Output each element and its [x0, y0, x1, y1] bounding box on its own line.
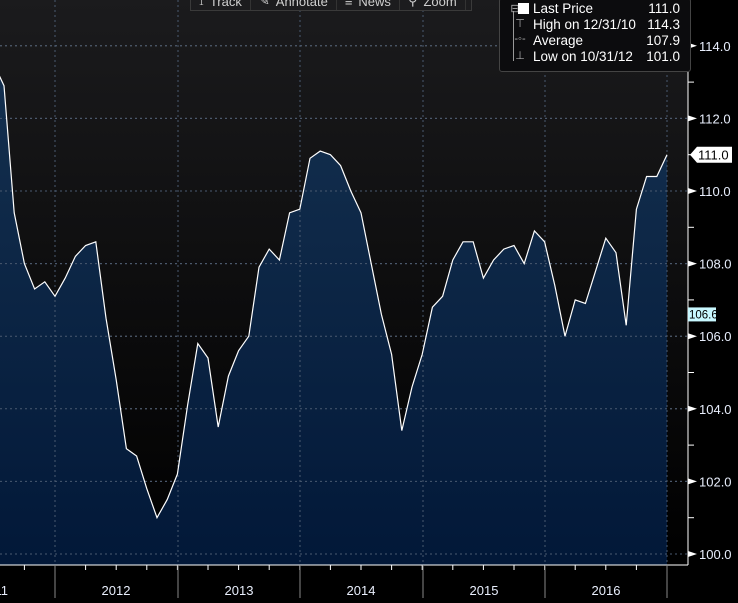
y-tick-label: 100.0 — [699, 547, 732, 562]
annotate-button[interactable]: ✎ Annotate — [251, 0, 337, 10]
zoom-icon: ⚲ — [407, 0, 418, 8]
legend-low[interactable]: Low on 10/31/12 101.0 — [533, 49, 680, 64]
y-tick-label: 104.0 — [699, 402, 732, 417]
news-button[interactable]: ≡ News — [337, 0, 400, 10]
x-tick-label: 2016 — [592, 583, 621, 598]
last-price-swatch — [518, 3, 529, 14]
y-tick-marker — [688, 333, 697, 340]
y-tick-label: 106.0 — [699, 329, 732, 344]
annotate-icon: ✎ — [258, 0, 270, 8]
legend-average[interactable]: Average 107.9 — [533, 33, 680, 48]
legend-tree-line — [513, 11, 520, 61]
x-tick-label: 2014 — [347, 583, 376, 598]
marker-tag-label: 106.6 — [689, 309, 718, 321]
high-marker-icon: ⊤ — [515, 18, 525, 30]
area-fill — [0, 77, 667, 565]
legend-high[interactable]: High on 12/31/10 114.3 — [533, 17, 680, 32]
legend-last-price[interactable]: Last Price 111.0 — [533, 1, 680, 16]
track-button[interactable]: ⟟ Track — [191, 0, 251, 10]
y-tick-marker — [688, 115, 697, 122]
y-tick-label: 108.0 — [699, 257, 732, 272]
news-icon: ≡ — [344, 0, 353, 9]
y-tick-label: 114.0 — [699, 39, 731, 54]
low-marker-icon: ⊥ — [515, 50, 525, 62]
marker-tag — [688, 307, 716, 322]
y-tick-marker — [688, 405, 697, 412]
y-tick-label: 112.0 — [699, 111, 731, 126]
collapse-icon[interactable]: ⊟ — [510, 3, 520, 15]
track-icon: ⟟ — [199, 0, 204, 8]
x-tick-label: 2015 — [470, 583, 499, 598]
x-tick-label: 2012 — [102, 583, 131, 598]
price-line — [0, 75, 668, 520]
chart-toolbar: ⟟ Track ✎ Annotate ≡ News ⚲ Zoom — [190, 0, 472, 11]
y-tick-marker — [688, 478, 697, 485]
y-tick-marker — [688, 188, 697, 194]
y-tick-marker — [688, 260, 697, 267]
average-marker-icon: -◦- — [514, 33, 526, 45]
last-price-tag — [690, 146, 732, 163]
y-tick-marker — [688, 551, 697, 557]
last-price-tag-label: 111.0 — [698, 148, 729, 163]
legend: ⊟ Last Price 111.0 ⊤ High on 12/31/10 114.… — [499, 0, 691, 72]
x-tick-label: 2013 — [225, 583, 254, 598]
y-tick-label: 102.0 — [699, 474, 732, 489]
y-tick-label: 110.0 — [699, 184, 731, 199]
x-tick-label: 2011 — [0, 583, 8, 598]
zoom-button[interactable]: ⚲ Zoom — [400, 0, 466, 10]
